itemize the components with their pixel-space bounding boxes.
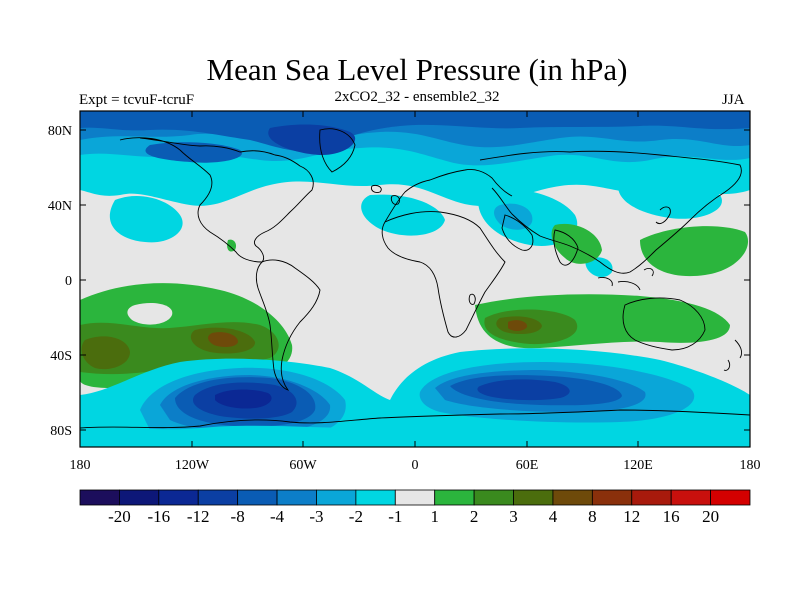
coast-arabia [501,214,534,251]
season-label: JJA [722,92,745,108]
colorbar-label: -20 [108,507,131,526]
colorbar-label: 8 [588,507,597,526]
x-tick-label: 60W [289,458,317,473]
colorbar-label: 2 [470,507,479,526]
west-pacific-positive [640,226,749,277]
colorbar-label: 3 [509,507,518,526]
coast-antarctica [80,409,750,429]
north-atlantic-low [145,142,242,163]
north-pacific-cyan [109,195,183,243]
colorbar-swatch [316,489,357,506]
colorbar-label: 20 [702,507,719,526]
colorbar-label: 4 [549,507,558,526]
colorbar-swatch [276,489,317,506]
chart-title: Mean Sea Level Pressure (in hPa) [206,52,628,87]
coast-india [553,229,579,266]
indian-ocean-level8 [508,320,528,331]
coast-iceland-uk [371,185,401,205]
colorbar-swatch [513,489,554,506]
x-tick-label: 120W [175,458,210,473]
colorbar-label: -1 [388,507,402,526]
colorbar-swatch [631,489,672,506]
central-america-positive [227,239,237,252]
colorbar-label: 16 [663,507,680,526]
southern-ocean-level12 [215,389,272,409]
colorbar-swatch [591,489,633,506]
coast-australia [622,297,706,351]
colorbar-swatch [394,489,436,506]
coast-maritime-islands [597,267,654,291]
colorbar-swatch [197,489,239,506]
colorbar-label: 12 [623,507,640,526]
coast-north-america [119,137,314,263]
colorbar-swatch [237,489,278,506]
y-tick-label: 0 [65,274,72,289]
y-tick-label: 80N [48,124,72,139]
y-tick-label: 80S [50,424,72,439]
colorbar-label: -16 [147,507,170,526]
pressure-field [80,111,750,447]
colorbar-label: -12 [187,507,210,526]
antarctic-band [80,424,750,447]
arctic-core [268,124,356,156]
colorbar-swatch [355,489,396,506]
colorbar-swatch [473,489,514,506]
coastlines [80,128,750,429]
south-pacific-gap [127,303,173,325]
colorbar-swatch [79,489,120,506]
coast-madagascar [468,293,476,305]
ensemble-label: 2xCO2_32 - ensemble2_32 [334,89,500,105]
x-tick-label: 180 [70,458,91,473]
coast-new-zealand [723,339,743,371]
colorbar-label: -3 [309,507,323,526]
coast-asia [479,150,742,274]
experiment-label: Expt = tcvuF-tcruF [79,92,195,108]
x-tick-label: 60E [516,458,539,473]
colorbar-label: 1 [430,507,439,526]
colorbar-label: -8 [231,507,245,526]
coast-africa [381,211,506,338]
colorbar-swatch [119,489,160,506]
colorbar-swatch [434,489,475,506]
y-tick-label: 40S [50,349,72,364]
coast-greenland [319,128,356,173]
coast-europe [384,169,513,223]
coast-south-america [255,259,321,391]
colorbar-label: -4 [270,507,285,526]
colorbar-swatch [158,489,199,506]
arctic-band-4 [80,111,750,152]
south-pacific-level8 [208,332,238,347]
tick-marks [79,111,751,447]
colorbar-swatch [670,489,711,506]
coast-japan [655,206,671,225]
south-pacific-level4a [81,336,130,370]
x-tick-label: 180 [740,458,761,473]
colorbar: -20 -16 -12 -8 -4 -3 -2 -1 1 2 3 4 8 12 16 20 [79,489,751,526]
y-tick-label: 40N [48,199,72,214]
colorbar-swatch [710,489,751,506]
west-pacific-cyan [585,257,613,278]
southern-ocean-level8b [477,379,570,401]
colorbar-label: -2 [349,507,363,526]
x-tick-label: 0 [412,458,419,473]
colorbar-swatch [552,489,593,506]
arabia-positive [551,223,602,264]
x-axis-labels: 180 120W 60W 0 60E 120E 180 [70,458,761,473]
x-tick-label: 120E [623,458,653,473]
east-asia-cyan [618,175,722,219]
y-axis-labels: 80N 40N 0 40S 80S [48,124,72,439]
